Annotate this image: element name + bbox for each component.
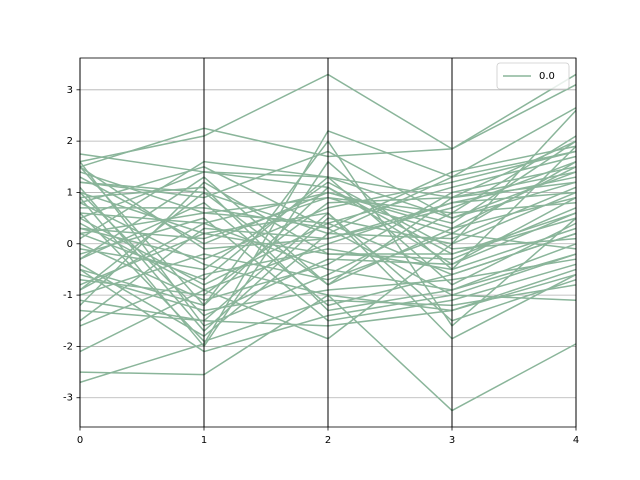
y-tick-label: -3 [63, 393, 73, 404]
x-tick-label: 0 [77, 435, 83, 446]
x-tick-label: 1 [201, 435, 207, 446]
legend-box [496, 62, 570, 90]
y-tick-label: 2 [67, 136, 73, 147]
y-tick-label: 0 [67, 239, 73, 250]
y-tick-label: -1 [63, 290, 73, 301]
y-tick-label: -2 [63, 341, 73, 352]
x-tick-label: 2 [325, 435, 331, 446]
y-tick-label: 1 [67, 187, 73, 198]
plot-frame [79, 57, 577, 428]
x-tick-label: 4 [573, 435, 579, 446]
x-tick-label: 3 [449, 435, 455, 446]
legend-label: 0.0 [539, 71, 555, 82]
y-tick-label: 3 [67, 85, 73, 96]
